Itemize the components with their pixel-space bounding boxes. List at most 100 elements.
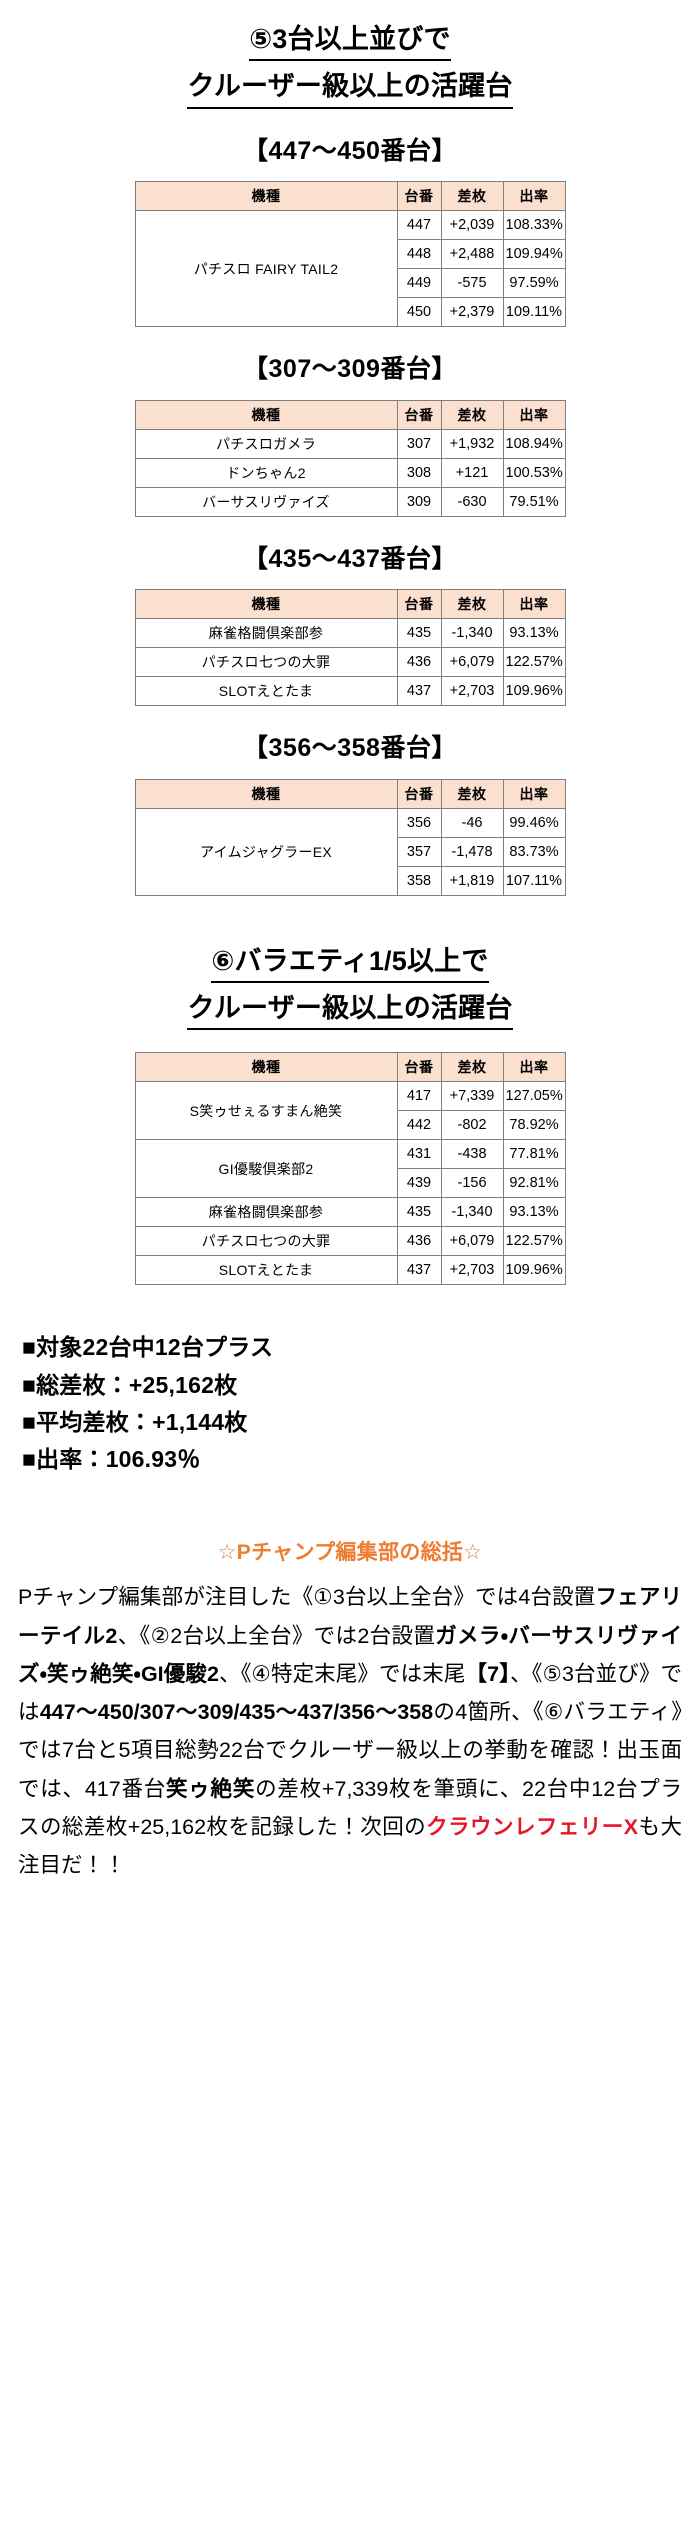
cell-machine-no: 357 <box>396 836 442 867</box>
cell-model: パチスロガメラ <box>134 428 398 459</box>
section-heading-5: ⑤3台以上並びで <box>0 0 700 62</box>
cell-diff: +2,703 <box>440 1255 504 1286</box>
col-header-diff: 差枚 <box>440 778 504 809</box>
table-wrap-435-437: 機種 台番 差枚 出率 麻雀格闘倶楽部参 435 -1,340 93.13% パ… <box>0 589 700 707</box>
table-header-row: 機種 台番 差枚 出率 <box>134 778 566 809</box>
cell-rate: 109.94% <box>502 239 566 270</box>
cell-diff: +1,819 <box>440 865 504 896</box>
cell-diff: +121 <box>440 457 504 488</box>
cell-rate: 100.53% <box>502 457 566 488</box>
cell-diff: +6,079 <box>440 1226 504 1257</box>
cell-diff: +6,079 <box>440 647 504 678</box>
cell-rate: 127.05% <box>502 1081 566 1112</box>
table-header-row: 機種 台番 差枚 出率 <box>134 181 566 212</box>
cell-diff: -1,340 <box>440 1197 504 1228</box>
table-wrap-307-309: 機種 台番 差枚 出率 パチスロガメラ 307 +1,932 108.94% ド… <box>0 399 700 517</box>
cell-machine-no: 308 <box>396 457 442 488</box>
cell-rate: 93.13% <box>502 618 566 649</box>
cell-machine-no: 439 <box>396 1168 442 1199</box>
cell-rate: 93.13% <box>502 1197 566 1228</box>
table-row: アイムジャグラーEX 356 -46 99.46% <box>134 807 566 896</box>
cell-machine-no: 437 <box>396 676 442 707</box>
table-wrap-447-450: 機種 台番 差枚 出率 パチスロ FAIRY TAIL2 447 +2,039 … <box>0 181 700 328</box>
cell-rate: 107.11% <box>502 865 566 896</box>
table-row: 358 +1,819 107.11% <box>135 865 566 896</box>
cell-rate: 108.94% <box>502 428 566 459</box>
editorial-title: ☆Pチャンプ編集部の総括☆ <box>217 1541 483 1565</box>
cell-diff: +2,039 <box>440 210 504 241</box>
col-header-rate: 出率 <box>502 399 566 430</box>
cell-machine-no: 449 <box>396 268 442 299</box>
cell-rate: 79.51% <box>502 486 566 517</box>
cell-model: 麻雀格闘倶楽部参 <box>134 1197 398 1228</box>
section-heading-5-line2-wrap: クルーザー級以上の活躍台 <box>0 67 700 109</box>
table-row: S笑ゥせぇるすまん絶笑 417 +7,339 127.05% <box>134 1081 566 1141</box>
table-447-450: 機種 台番 差枚 出率 パチスロ FAIRY TAIL2 447 +2,039 … <box>134 181 566 328</box>
cell-model: パチスロ七つの大罪 <box>134 647 398 678</box>
cell-machine-no: 448 <box>396 239 442 270</box>
cell-machine-no: 435 <box>396 618 442 649</box>
cell-machine-no: 436 <box>396 647 442 678</box>
cell-diff: -802 <box>440 1110 504 1141</box>
table-wrap-356-358: 機種 台番 差枚 出率 アイムジャグラーEX 356 -46 99.46% 35… <box>0 778 700 896</box>
cell-rate: 122.57% <box>502 1226 566 1257</box>
table-header-row: 機種 台番 差枚 出率 <box>134 1052 566 1083</box>
cell-rate: 92.81% <box>502 1168 566 1199</box>
cell-model: 麻雀格闘倶楽部参 <box>134 618 398 649</box>
table-row: SLOTえとたま 437 +2,703 109.96% <box>134 1255 566 1286</box>
cell-rate: 99.46% <box>502 807 566 838</box>
cell-machine-no: 309 <box>396 486 442 517</box>
col-header-machine-no: 台番 <box>396 1052 442 1083</box>
section-heading-5-line1: ⑤3台以上並びで <box>249 20 451 62</box>
cell-model: ドンちゃん2 <box>134 457 398 488</box>
col-header-rate: 出率 <box>502 589 566 620</box>
cell-model: パチスロ FAIRY TAIL2 <box>134 210 398 328</box>
cell-rate: 78.92% <box>502 1110 566 1141</box>
document-page: ⑤3台以上並びで クルーザー級以上の活躍台 【447〜450番台】 機種 台番 … <box>0 0 700 1878</box>
table-row: 449 -575 97.59% <box>135 268 566 299</box>
col-header-machine-no: 台番 <box>396 181 442 212</box>
cell-diff: -1,478 <box>440 836 504 867</box>
table-row: パチスロガメラ 307 +1,932 108.94% <box>134 428 566 459</box>
section-heading-6-line1: ⑥バラエティ1/5以上で <box>211 942 489 983</box>
table-row: 439 -156 92.81% <box>135 1168 566 1199</box>
table-caption-307-309: 【307〜309番台】 <box>243 355 457 384</box>
col-header-model: 機種 <box>134 399 398 430</box>
table-row: GI優駿倶楽部2 431 -438 77.81% <box>134 1139 566 1199</box>
cell-rate: 83.73% <box>502 836 566 867</box>
summary-item-total-diff: ■総差枚：+25,162枚 <box>22 1371 238 1398</box>
cell-rate: 109.11% <box>502 297 566 328</box>
table-356-358: 機種 台番 差枚 出率 アイムジャグラーEX 356 -46 99.46% 35… <box>134 778 566 896</box>
cell-machine-no: 356 <box>396 807 442 838</box>
cell-model: SLOTえとたま <box>134 1255 398 1286</box>
cell-rate: 109.96% <box>502 1255 566 1286</box>
cell-machine-no: 436 <box>396 1226 442 1257</box>
table-wrap-variety: 機種 台番 差枚 出率 S笑ゥせぇるすまん絶笑 417 +7,339 127.0… <box>0 1052 700 1286</box>
cell-diff: +2,379 <box>440 297 504 328</box>
table-435-437: 機種 台番 差枚 出率 麻雀格闘倶楽部参 435 -1,340 93.13% パ… <box>134 589 566 707</box>
cell-machine-no: 435 <box>396 1197 442 1228</box>
table-variety: 機種 台番 差枚 出率 S笑ゥせぇるすまん絶笑 417 +7,339 127.0… <box>134 1052 566 1286</box>
cell-diff: -156 <box>440 1168 504 1199</box>
section-heading-6: ⑥バラエティ1/5以上で <box>0 942 700 983</box>
table-row: 麻雀格闘倶楽部参 435 -1,340 93.13% <box>134 618 566 649</box>
col-header-model: 機種 <box>134 589 398 620</box>
cell-rate: 97.59% <box>502 268 566 299</box>
cell-machine-no: 307 <box>396 428 442 459</box>
cell-rate: 109.96% <box>502 676 566 707</box>
table-row: 麻雀格闘倶楽部参 435 -1,340 93.13% <box>134 1197 566 1228</box>
editorial-body: Pチャンプ編集部が注目した《①3台以上全台》では4台設置フェアリーテイル2、《②… <box>18 1585 682 1878</box>
cell-rate: 108.33% <box>502 210 566 241</box>
col-header-diff: 差枚 <box>440 589 504 620</box>
table-header-row: 機種 台番 差枚 出率 <box>134 589 566 620</box>
cell-model: アイムジャグラーEX <box>134 807 398 896</box>
cell-diff: -438 <box>440 1139 504 1170</box>
cell-diff: +7,339 <box>440 1081 504 1112</box>
summary-item-payout-rate: ■出率：106.93％ <box>22 1446 201 1473</box>
cell-rate: 122.57% <box>502 647 566 678</box>
table-header-row: 機種 台番 差枚 出率 <box>134 399 566 430</box>
col-header-machine-no: 台番 <box>396 778 442 809</box>
cell-machine-no: 417 <box>396 1081 442 1112</box>
col-header-model: 機種 <box>134 181 398 212</box>
col-header-machine-no: 台番 <box>396 589 442 620</box>
